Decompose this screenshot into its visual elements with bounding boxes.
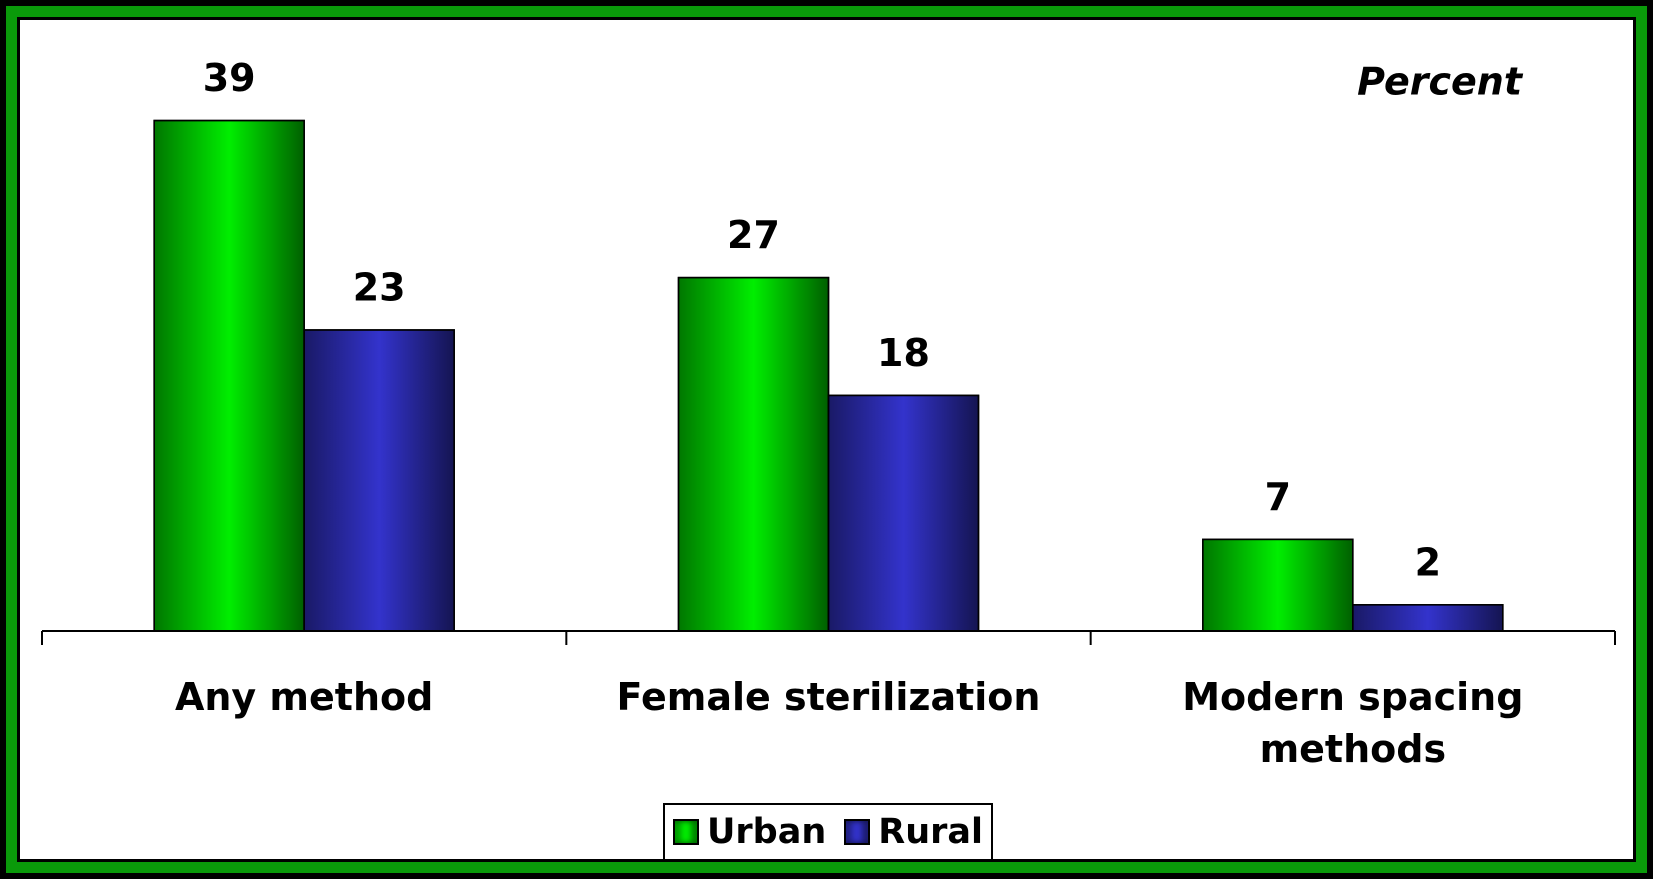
bar-shade xyxy=(1202,538,1354,632)
bar-shade xyxy=(153,119,305,632)
data-label: 39 xyxy=(203,56,256,100)
legend-label: Urban xyxy=(706,812,827,852)
x-tick-label: Female sterilization xyxy=(616,675,1041,719)
bar-shade xyxy=(1352,604,1504,632)
data-label: 18 xyxy=(877,331,930,375)
annotation: Percent xyxy=(1357,60,1524,104)
legend-swatch xyxy=(672,819,699,845)
bar-shade xyxy=(827,394,980,632)
data-label: 2 xyxy=(1415,540,1441,584)
data-label: 23 xyxy=(353,265,406,309)
x-tick-label: Modern spacing methods xyxy=(1182,675,1524,771)
legend-label: Rural xyxy=(878,812,984,852)
data-label: 7 xyxy=(1265,475,1291,519)
bar-shade xyxy=(677,276,830,632)
bar-shade xyxy=(303,329,455,632)
x-tick-label: Any method xyxy=(174,675,434,719)
data-label: 27 xyxy=(727,213,780,257)
legend-swatch xyxy=(844,819,871,845)
legend-item: Urban xyxy=(672,812,827,852)
legend-item: Rural xyxy=(844,812,983,852)
legend: Urban Rural xyxy=(663,803,993,861)
